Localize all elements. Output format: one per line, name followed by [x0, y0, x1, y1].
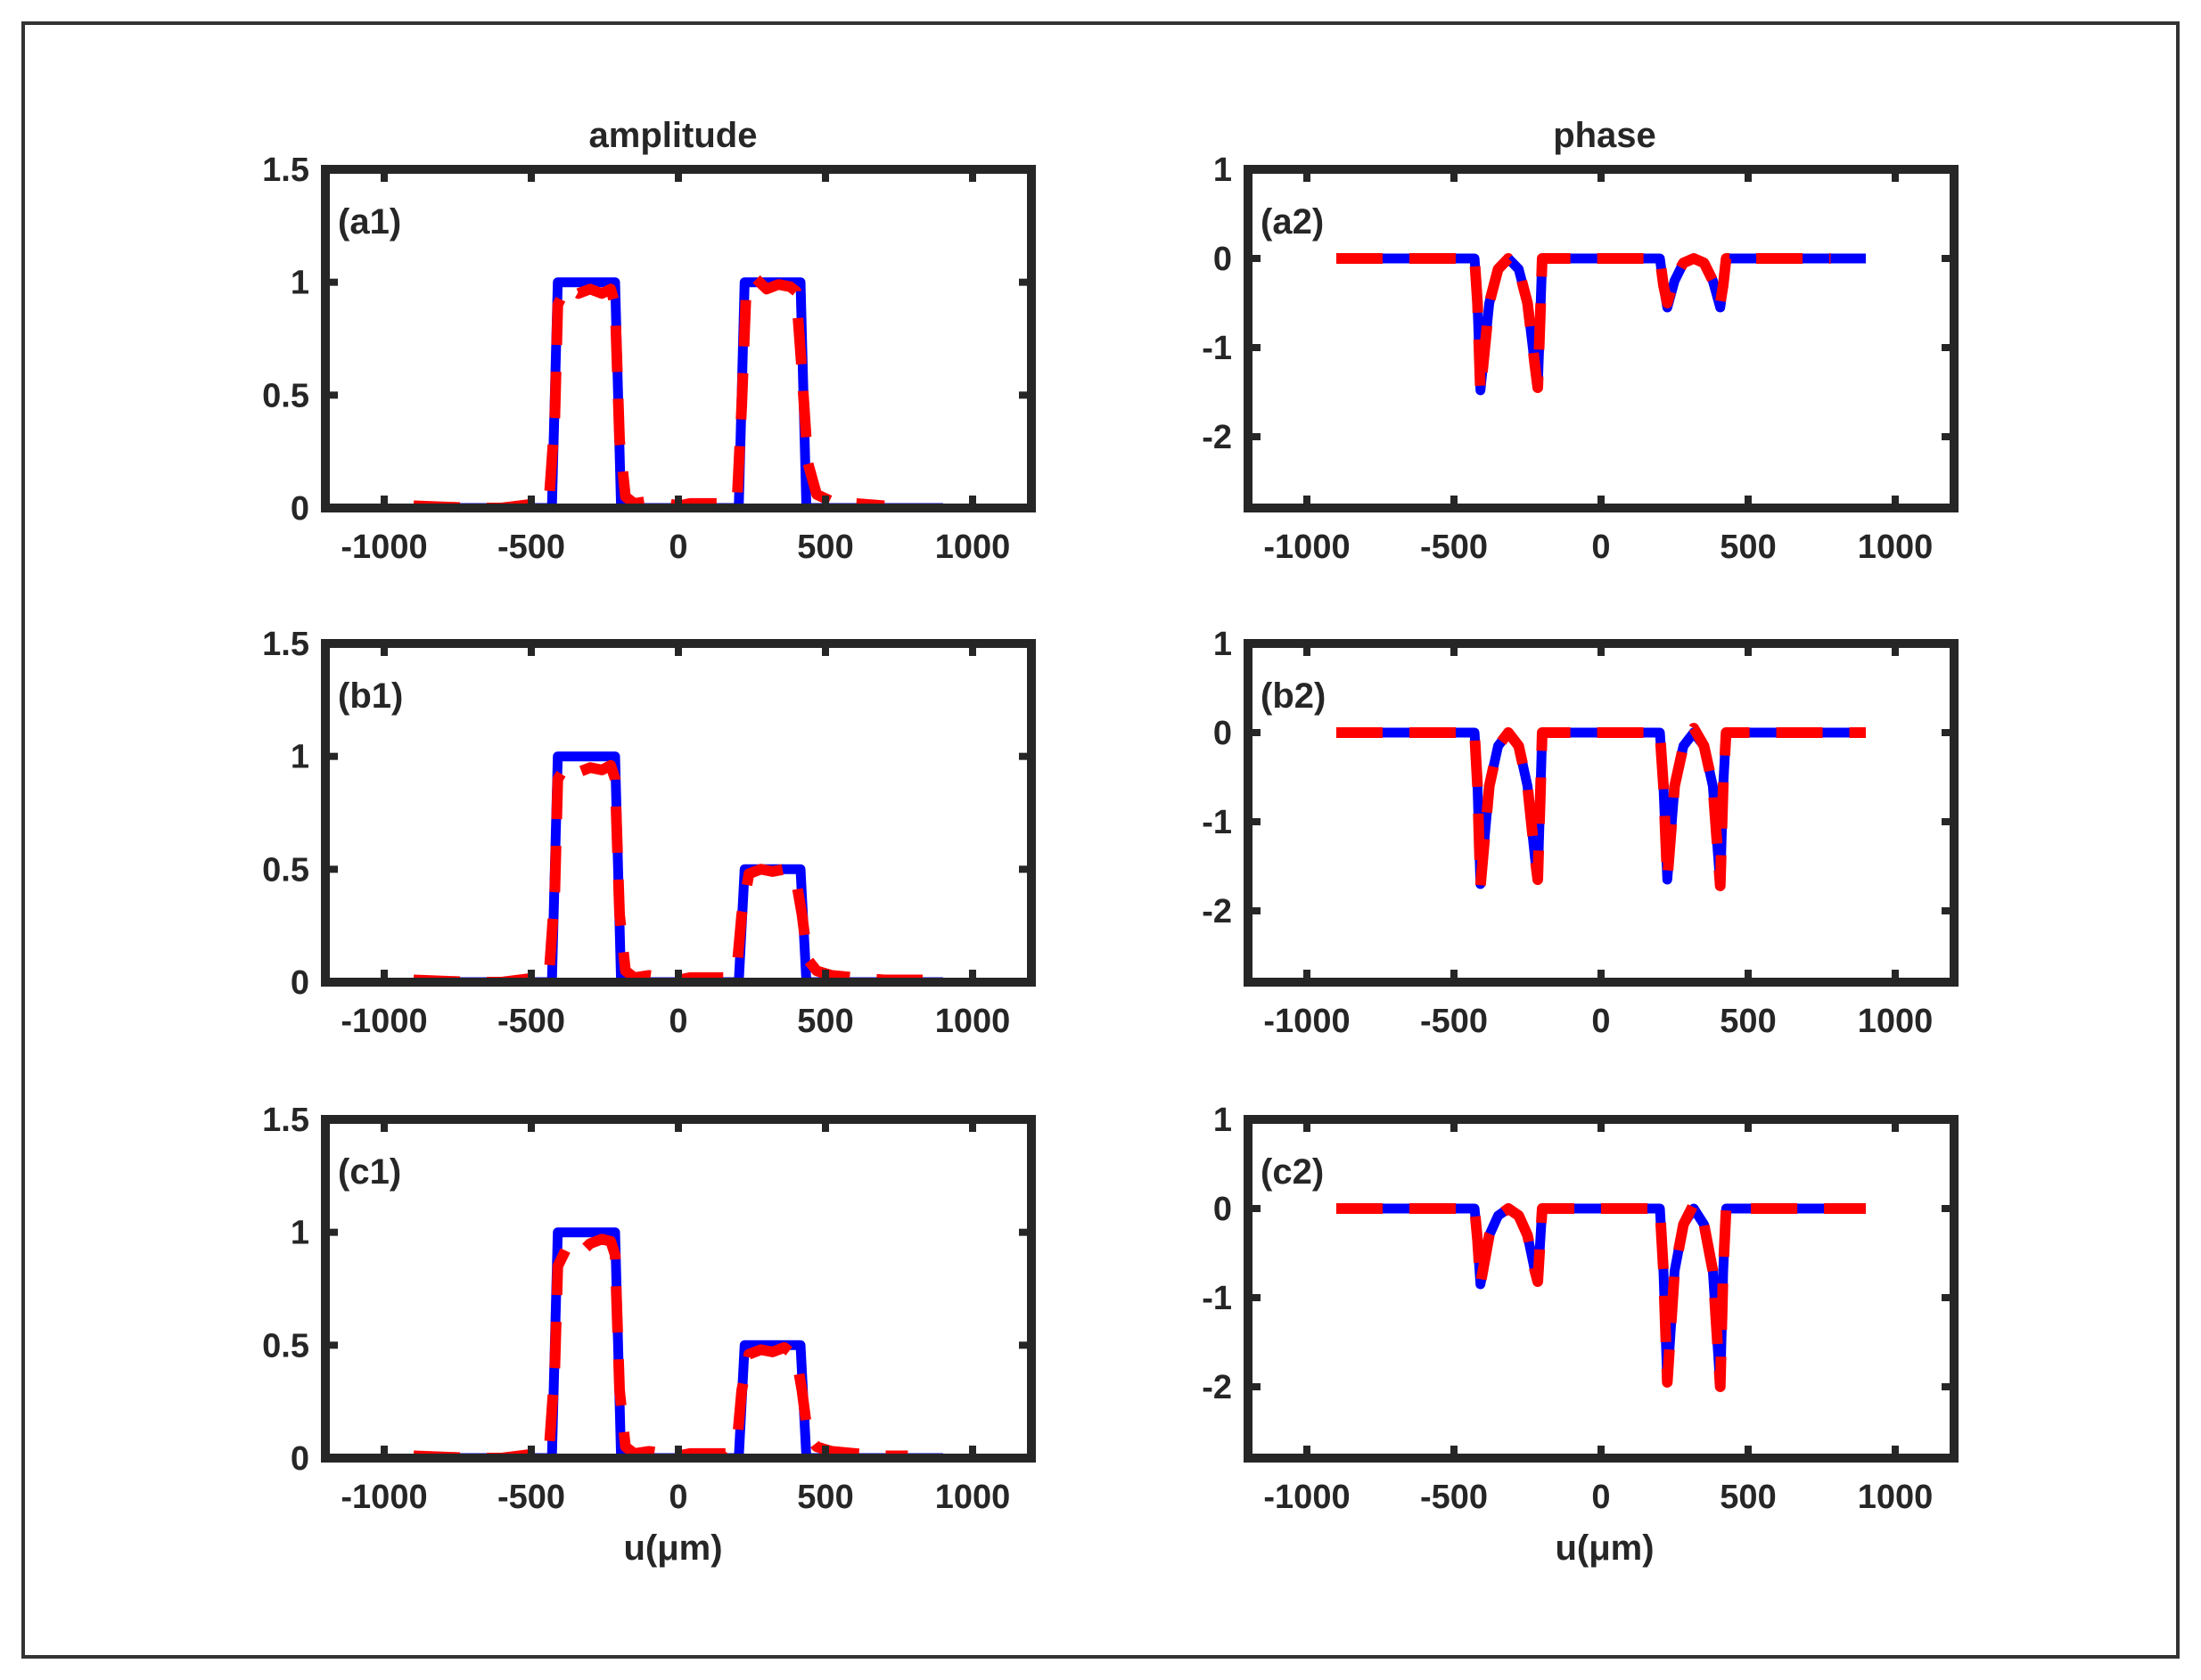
xtick-label-c1-2: 0	[669, 1479, 687, 1516]
xtick-label-b2-2: 0	[1591, 1003, 1610, 1040]
xtick-label-a1-4: 1000	[935, 529, 1011, 566]
series-reconstructed-c1	[413, 1233, 908, 1458]
xtick-label-b2-3: 500	[1720, 1003, 1776, 1040]
ytick-label-b2-1: -1	[1202, 804, 1232, 841]
panel-label-c1: (c1)	[338, 1152, 401, 1192]
ytick-label-b1-1: 0.5	[262, 851, 309, 889]
ytick-label-a2-0: -2	[1202, 419, 1232, 456]
xtick-label-b1-3: 500	[797, 1003, 853, 1040]
ytick-label-a1-2: 1	[291, 265, 309, 302]
series-reconstructed-c2	[1336, 1199, 1866, 1392]
xtick-label-c1-4: 1000	[935, 1479, 1011, 1516]
ytick-label-a2-3: 1	[1213, 152, 1232, 189]
panel-c2: -1000 -500 0 500 1000 -2 -1 0 1 (c2)	[1202, 1102, 1959, 1516]
series-reconstructed-a2	[1336, 253, 1831, 397]
series-reconstructed-b2	[1336, 723, 1866, 891]
ytick-label-c2-2: 0	[1213, 1191, 1232, 1228]
xlabel-left: u(μm)	[623, 1528, 722, 1568]
xtick-label-c2-2: 0	[1591, 1479, 1610, 1516]
title-amplitude: amplitude	[589, 116, 758, 155]
ytick-label-b2-0: -2	[1202, 893, 1232, 930]
xtick-label-c1-3: 500	[797, 1479, 853, 1516]
xtick-label-c2-3: 500	[1720, 1479, 1776, 1516]
xtick-label-b1-4: 1000	[935, 1003, 1011, 1040]
xtick-label-b2-4: 1000	[1858, 1003, 1934, 1040]
panel-a1: -1000 -500 0 500 1000 0 0.5 1 1.5 (a1)	[262, 152, 1036, 566]
xtick-label-c1-1: -500	[497, 1479, 565, 1516]
xtick-label-c1-0: -1000	[341, 1479, 427, 1516]
xtick-label-a2-1: -500	[1420, 529, 1488, 566]
ytick-label-a1-1: 0.5	[262, 377, 309, 414]
xtick-label-a2-0: -1000	[1263, 529, 1350, 566]
ytick-label-b2-3: 1	[1213, 626, 1232, 663]
panel-b1: -1000 -500 0 500 1000 0 0.5 1 1.5 (b1)	[262, 626, 1036, 1040]
ytick-label-a1-0: 0	[291, 490, 309, 528]
xtick-label-c2-0: -1000	[1263, 1479, 1350, 1516]
xtick-label-b1-0: -1000	[341, 1003, 427, 1040]
xtick-label-c2-1: -500	[1420, 1479, 1488, 1516]
ytick-label-a2-1: -1	[1202, 330, 1232, 367]
panel-label-c2: (c2)	[1261, 1152, 1324, 1192]
ytick-label-c1-2: 1	[291, 1215, 309, 1252]
ytick-label-b1-0: 0	[291, 964, 309, 1002]
ytick-label-c2-1: -1	[1202, 1280, 1232, 1317]
ytick-label-c1-3: 1.5	[262, 1102, 309, 1139]
xtick-label-b1-1: -500	[497, 1003, 565, 1040]
panel-label-b1: (b1)	[338, 676, 403, 716]
xtick-label-c2-4: 1000	[1858, 1479, 1934, 1516]
panel-label-a1: (a1)	[338, 202, 401, 242]
xtick-label-b2-1: -500	[1420, 1003, 1488, 1040]
ytick-label-c2-3: 1	[1213, 1102, 1232, 1139]
panel-c1: -1000 -500 0 500 1000 0 0.5 1 1.5 (c1)	[262, 1102, 1036, 1516]
ytick-label-c1-0: 0	[291, 1440, 309, 1478]
ytick-label-c2-0: -2	[1202, 1369, 1232, 1406]
panel-a2: -1000 -500 0 500 1000 -2 -1 0 1 (a2)	[1202, 152, 1959, 566]
ytick-label-b1-3: 1.5	[262, 626, 309, 663]
title-phase: phase	[1553, 116, 1656, 155]
xtick-label-a1-2: 0	[669, 529, 687, 566]
xtick-label-b1-2: 0	[669, 1003, 687, 1040]
series-reconstructed-b1	[413, 759, 929, 982]
panel-b2: -1000 -500 0 500 1000 -2 -1 0 1 (b2)	[1202, 626, 1959, 1040]
outer-frame	[21, 21, 2180, 1659]
ytick-label-b1-2: 1	[291, 739, 309, 776]
panel-label-b2: (b2)	[1261, 676, 1326, 716]
panel-label-a2: (a2)	[1261, 202, 1324, 242]
ytick-label-a1-3: 1.5	[262, 152, 309, 189]
xtick-label-a1-1: -500	[497, 529, 565, 566]
xtick-label-b2-0: -1000	[1263, 1003, 1350, 1040]
xtick-label-a2-3: 500	[1720, 529, 1776, 566]
xtick-label-a1-0: -1000	[341, 529, 427, 566]
ytick-label-a2-2: 0	[1213, 241, 1232, 278]
xtick-label-a2-4: 1000	[1858, 529, 1934, 566]
xtick-label-a1-3: 500	[797, 529, 853, 566]
xlabel-right: u(μm)	[1555, 1528, 1654, 1568]
xtick-label-a2-2: 0	[1591, 529, 1610, 566]
ytick-label-b2-2: 0	[1213, 715, 1232, 752]
ytick-label-c1-1: 0.5	[262, 1327, 309, 1364]
